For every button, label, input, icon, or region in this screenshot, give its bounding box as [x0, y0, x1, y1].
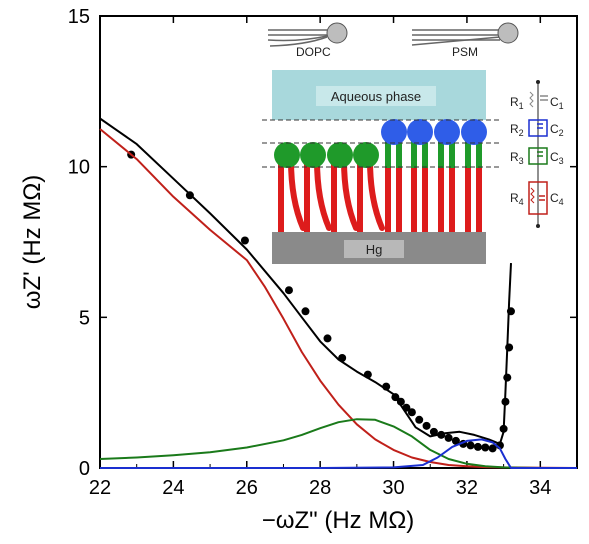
data-point [422, 421, 431, 430]
data-point [415, 415, 424, 424]
data-point [488, 444, 497, 453]
data-point [451, 436, 460, 445]
hg-label: Hg [366, 242, 383, 257]
psm-label: PSM [452, 45, 478, 59]
series-line-4 [100, 438, 577, 469]
data-point [240, 236, 249, 245]
x-tick-label: 32 [456, 477, 478, 499]
data-point [444, 433, 453, 442]
c1-label: C1 [550, 95, 564, 111]
x-tick-label: 24 [162, 477, 184, 499]
axis-ticks: 22 24 26 28 30 32 34 0 5 10 15 [68, 6, 577, 499]
membrane-inset: DOPC PSM Aqueous phase Hg [262, 22, 564, 264]
psm-head [434, 119, 460, 145]
dopc-head [353, 142, 379, 168]
psm-lipid [381, 119, 407, 232]
r1-label: R1 [510, 95, 524, 111]
dopc-lipid [327, 142, 359, 235]
y-tick-label: 10 [68, 157, 90, 179]
dopc-molecule-icon [267, 22, 348, 47]
dopc-lipid [353, 142, 385, 235]
psm-head [381, 119, 407, 145]
c2-label: C2 [550, 122, 564, 138]
circuit-element-2 [528, 119, 548, 137]
data-point [466, 441, 475, 450]
dopc-head [274, 142, 300, 168]
dopc-label: DOPC [296, 45, 331, 59]
y-tick-label: 0 [79, 458, 90, 480]
dopc-lipid [274, 142, 306, 235]
data-point [503, 373, 512, 382]
circuit-element-3 [528, 147, 548, 165]
psm-molecule-icon [411, 22, 519, 46]
r4-label: R4 [510, 191, 524, 207]
x-tick-label: 26 [236, 477, 258, 499]
psm-head [461, 119, 487, 145]
y-tick-label: 5 [79, 307, 90, 329]
series-line-1 [99, 117, 512, 445]
series-layer [99, 117, 578, 469]
x-tick-label: 30 [382, 477, 404, 499]
c4-label: C4 [550, 191, 564, 207]
equivalent-circuit: R1 C1 R2 C2 R3 C3 [510, 80, 564, 228]
lipid-layer [274, 119, 487, 235]
hg-label-box [344, 240, 404, 258]
x-axis-label: −ωZ" (Hz MΩ) [262, 507, 415, 534]
circuit-terminal-top [536, 80, 540, 84]
circuit-terminal-bottom [536, 224, 540, 228]
data-point [407, 408, 416, 417]
aqueous-label-box [316, 86, 436, 106]
data-point [429, 427, 438, 436]
c3-label: C3 [550, 150, 564, 166]
psm-lipid [434, 119, 460, 232]
psm-head [407, 119, 433, 145]
dopc-head [300, 142, 326, 168]
dopc-lipid [300, 142, 332, 235]
data-point [323, 334, 332, 343]
x-tick-label: 22 [89, 477, 111, 499]
aqueous-phase-label: Aqueous phase [331, 89, 421, 104]
dopc-head [327, 142, 353, 168]
psm-lipid [407, 119, 433, 232]
r2-label: R2 [510, 122, 524, 138]
x-tick-label: 28 [309, 477, 331, 499]
series-line-3 [99, 418, 577, 469]
y-tick-label: 15 [68, 6, 90, 28]
data-point [284, 286, 293, 295]
data-point [301, 307, 310, 316]
circuit-element-1 [529, 91, 548, 108]
series-line-2 [99, 128, 578, 469]
psm-lipid [461, 119, 487, 232]
circuit-element-4 [528, 181, 548, 215]
data-point [481, 443, 490, 452]
y-axis-label: ωZ' (Hz MΩ) [19, 175, 46, 310]
r3-label: R3 [510, 150, 524, 166]
data-point [473, 442, 482, 451]
x-tick-label: 34 [529, 477, 551, 499]
